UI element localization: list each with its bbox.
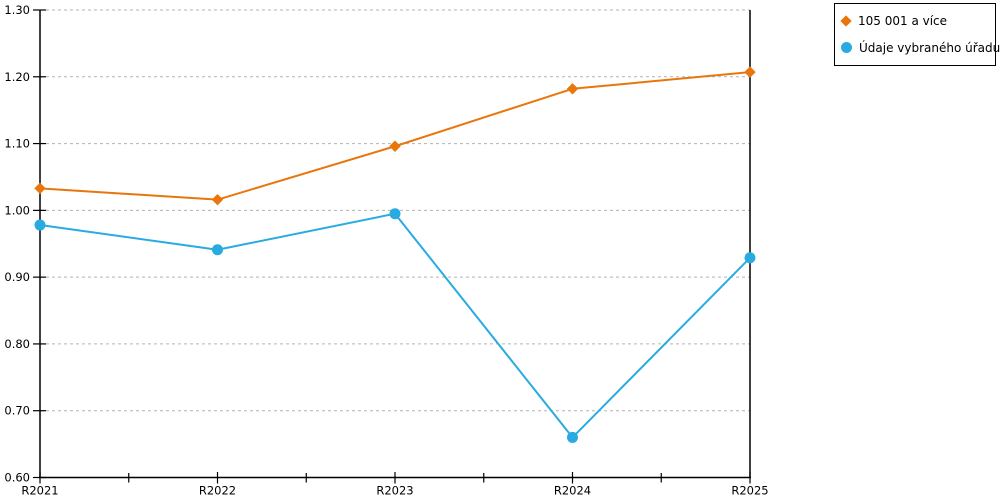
data-point-circle-icon [34, 219, 46, 231]
y-tick-label: 0.90 [4, 270, 30, 284]
y-axis-ticks: 0.60 0.70 0.80 0.90 1.00 1.10 1.20 1.30 [4, 3, 46, 485]
legend-item-105001: 105 001 a více [840, 14, 989, 29]
x-tick-label: R2021 [21, 484, 58, 498]
data-point-circle-icon [567, 431, 578, 443]
x-tick-label: R2022 [199, 484, 236, 498]
data-point-circle-icon [389, 208, 401, 220]
axes [39, 10, 751, 479]
x-tick-label: R2025 [731, 484, 768, 498]
y-tick-label: 1.30 [4, 3, 30, 17]
y-tick-label: 1.20 [4, 70, 30, 84]
data-point-diamond-icon [744, 66, 756, 78]
chart-legend: 105 001 a více Údaje vybraného úřadu [834, 3, 1000, 66]
data-point-diamond-icon [566, 83, 579, 95]
x-axis-ticks: R2021 R2022 R2023 R2024 R2025 [21, 472, 769, 498]
y-tick-label: 0.80 [4, 337, 30, 351]
circle-marker-icon [841, 42, 852, 54]
series-0 [34, 66, 756, 206]
y-tick-label: 1.10 [4, 137, 30, 151]
y-tick-label: 0.70 [4, 404, 30, 418]
data-point-circle-icon [744, 252, 756, 264]
data-point-diamond-icon [389, 140, 401, 152]
data-point-diamond-icon [211, 193, 224, 206]
y-tick-label: 1.00 [4, 203, 30, 217]
data-point-diamond-icon [34, 182, 46, 195]
legend-label-udaje: Údaje vybraného úřadu [859, 40, 1000, 55]
legend-label-105001: 105 001 a více [858, 14, 948, 29]
x-tick-label: R2023 [376, 484, 413, 498]
diamond-marker-icon [840, 15, 852, 27]
y-tick-label: 0.60 [4, 471, 30, 485]
series-1 [34, 208, 756, 443]
x-tick-label: R2024 [554, 484, 591, 498]
data-point-circle-icon [212, 244, 223, 256]
legend-item-udaje: Údaje vybraného úřadu [841, 41, 1000, 55]
